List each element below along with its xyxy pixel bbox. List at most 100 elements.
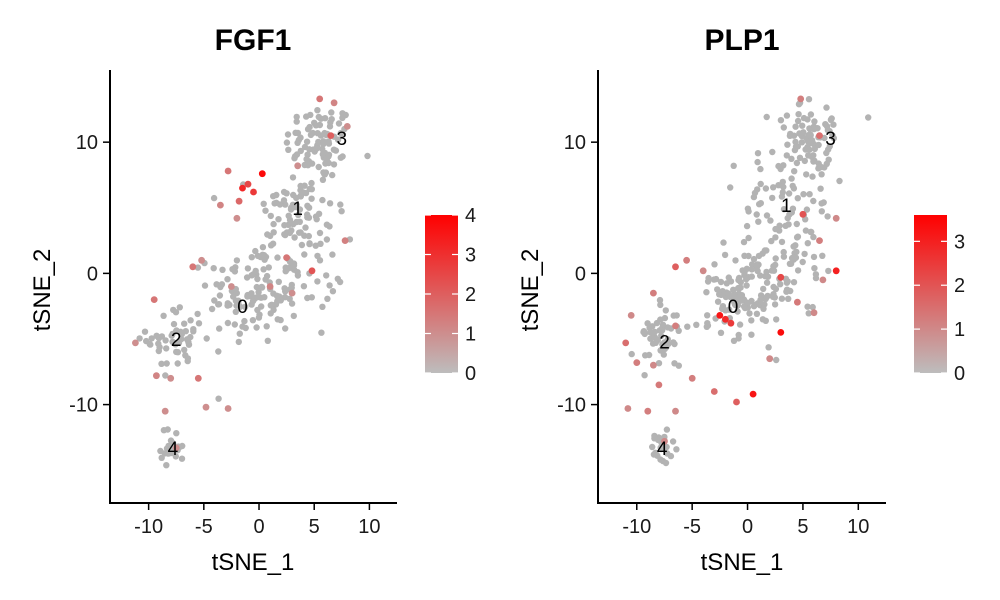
expressing-cell-point (233, 214, 241, 222)
cell-point (745, 208, 752, 215)
cell-point (148, 335, 155, 342)
cell-point (801, 250, 808, 258)
cell-point (317, 240, 324, 247)
cell-point (235, 338, 242, 346)
cell-point (302, 224, 309, 231)
cell-point (836, 177, 843, 185)
cell-point (337, 154, 344, 161)
cell-point (642, 352, 649, 359)
cell-point (792, 143, 800, 150)
cell-point (785, 295, 792, 302)
y-tick-label: 0 (87, 263, 98, 285)
cell-point (229, 266, 236, 273)
cell-point (730, 337, 738, 344)
expressing-cell-point (655, 381, 663, 389)
cell-point (263, 323, 270, 330)
cell-point (176, 304, 183, 311)
expressing-cell-point (161, 407, 169, 415)
cell-point (780, 183, 787, 191)
colorbar-tick-label: 2 (954, 275, 965, 297)
expressing-cell-point (288, 289, 296, 297)
cell-point (818, 208, 825, 215)
cell-point (865, 114, 872, 121)
cell-point (721, 251, 729, 259)
cell-point (769, 148, 776, 156)
expressing-cell-point (622, 339, 630, 347)
cell-point (303, 138, 311, 145)
cell-point (711, 261, 718, 268)
cell-point (664, 336, 671, 343)
cell-point (270, 229, 277, 236)
cell-point (825, 146, 832, 153)
cell-point (800, 114, 808, 122)
cell-point (289, 174, 297, 181)
y-tick-label: 10 (564, 132, 586, 154)
cell-point (255, 314, 263, 321)
cell-point (804, 240, 811, 247)
cell-point (169, 338, 176, 345)
colorbar-tick-label: 4 (465, 205, 476, 227)
cell-point (750, 255, 758, 263)
cell-point (830, 135, 837, 142)
cell-point (262, 207, 269, 214)
expressing-cell-point (766, 355, 774, 363)
cell-point (773, 316, 780, 323)
cell-point (173, 348, 180, 356)
cell-point (179, 442, 186, 450)
cell-point (750, 303, 758, 310)
cell-point (810, 197, 817, 205)
cell-point (183, 336, 191, 343)
cell-point (656, 296, 664, 304)
cell-point (273, 292, 281, 299)
cell-point (810, 233, 817, 241)
cluster-label: 3 (825, 129, 836, 150)
cell-point (195, 320, 203, 327)
cell-point (790, 279, 798, 286)
cell-point (741, 269, 748, 276)
cell-point (794, 267, 802, 274)
x-tick-label: -10 (134, 516, 163, 538)
cell-point (163, 345, 170, 352)
cell-point (803, 206, 811, 213)
expressing-cell-point (224, 405, 232, 412)
cell-point (770, 291, 777, 298)
cell-point (325, 140, 333, 147)
colorbar (914, 215, 947, 373)
expressing-cell-point (794, 298, 801, 306)
cell-point (791, 168, 798, 175)
expressing-cell-point (194, 374, 202, 382)
cell-point (336, 278, 344, 286)
cell-point (800, 191, 807, 198)
expressing-cell-point (672, 322, 679, 330)
cell-point (809, 303, 816, 311)
cell-point (663, 426, 671, 433)
cell-point (824, 213, 831, 220)
cell-point (215, 395, 222, 402)
cell-point (714, 286, 721, 293)
cell-point (283, 139, 291, 146)
x-tick-label: 5 (309, 516, 320, 538)
expressing-cell-point (733, 398, 740, 406)
cell-point (740, 238, 748, 246)
cell-point (743, 282, 750, 289)
cell-point (153, 332, 160, 339)
cell-point (641, 372, 648, 379)
cell-point (178, 455, 186, 462)
cell-point (244, 265, 252, 272)
cell-point (735, 274, 743, 282)
expressing-cell-point (341, 237, 349, 245)
cell-point (727, 278, 735, 285)
expressing-cell-point (189, 263, 197, 271)
cell-point (745, 234, 752, 242)
expressing-cell-point (217, 201, 224, 209)
cell-point (803, 171, 810, 178)
colorbar-tick-label: 3 (465, 245, 476, 267)
cell-point (795, 101, 803, 108)
cell-point (210, 265, 217, 272)
cell-point (748, 273, 755, 280)
cell-point (755, 252, 763, 260)
cell-point (296, 218, 303, 225)
cell-point (755, 218, 762, 225)
cell-point (811, 265, 818, 272)
cell-point (736, 321, 744, 328)
